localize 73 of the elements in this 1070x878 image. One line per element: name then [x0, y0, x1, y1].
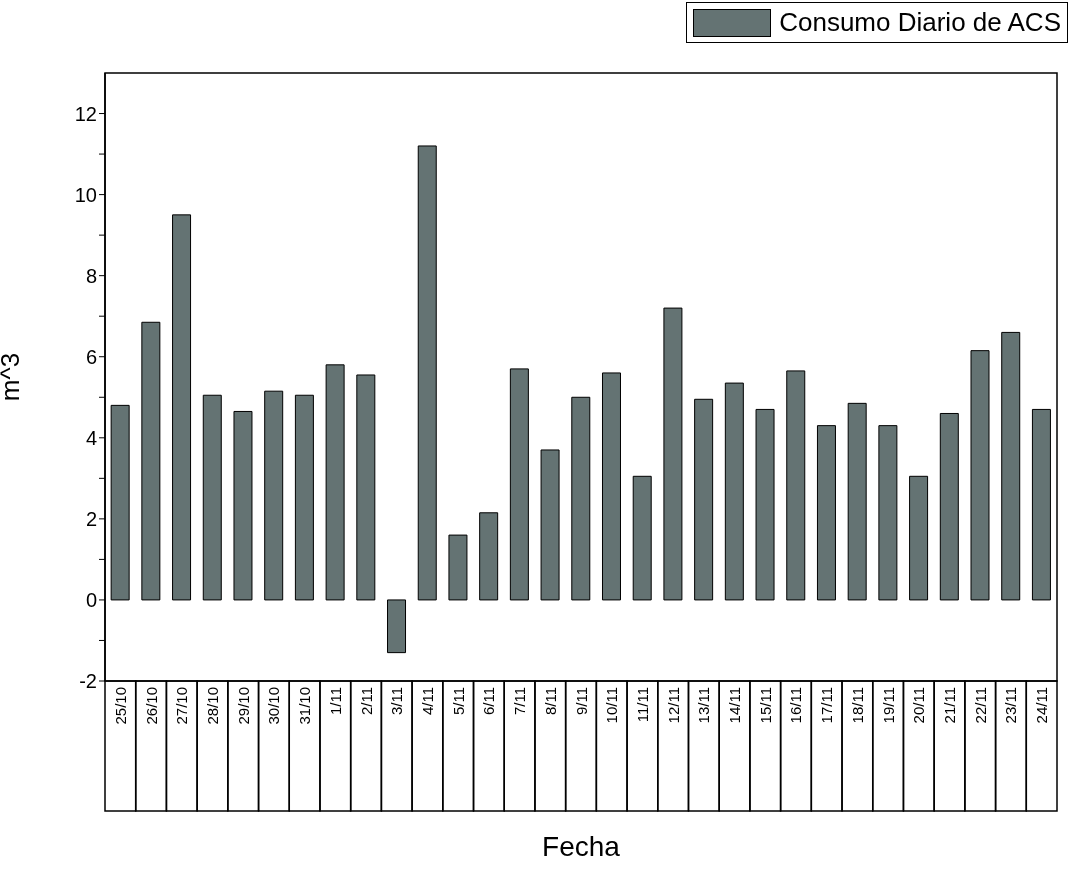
x-tick-label: 7/11	[511, 687, 529, 716]
x-tick-label: 13/11	[695, 687, 713, 724]
x-tick-label: 21/11	[941, 687, 959, 724]
bar	[878, 425, 898, 601]
y-tick-label: 10	[74, 183, 97, 206]
bar	[786, 370, 806, 601]
bar	[970, 350, 990, 601]
bar	[448, 534, 468, 601]
x-tick-label: 18/11	[848, 687, 866, 724]
bar	[325, 364, 345, 601]
bar	[816, 425, 836, 601]
legend-label: Consumo Diario de ACS	[779, 7, 1061, 38]
y-axis-title: m^3	[0, 352, 26, 402]
bar	[1031, 408, 1051, 601]
y-tick-label: 6	[85, 345, 97, 368]
bar	[141, 321, 161, 601]
x-tick-label: 26/10	[142, 687, 160, 725]
bar	[509, 368, 529, 601]
bar	[172, 214, 192, 601]
x-tick-label: 8/11	[541, 687, 559, 716]
x-tick-label: 16/11	[787, 687, 805, 724]
bar	[663, 307, 683, 601]
bar	[847, 402, 867, 601]
bar	[602, 372, 621, 601]
bar	[724, 382, 744, 601]
x-tick-label: 19/11	[879, 687, 897, 724]
x-tick-label: 25/10	[111, 687, 129, 725]
x-axis-title: Fecha	[542, 831, 621, 862]
x-tick-label: 29/10	[234, 687, 252, 725]
bar	[387, 599, 407, 654]
bar	[202, 394, 222, 601]
y-tick-label: 2	[85, 507, 97, 530]
bar	[233, 410, 253, 601]
x-tick-label: 5/11	[449, 687, 467, 716]
x-tick-label: 11/11	[633, 687, 651, 723]
bar	[571, 396, 591, 601]
x-tick-label: 12/11	[664, 687, 682, 724]
x-tick-label: 4/11	[418, 687, 436, 716]
x-tick-label: 15/11	[756, 687, 774, 724]
x-tick-label: 27/10	[173, 687, 191, 725]
bar	[755, 408, 775, 601]
x-tick-label: 24/11	[1033, 687, 1051, 724]
x-tick-label: 20/11	[910, 687, 928, 724]
bar	[939, 412, 959, 601]
x-tick-label: 10/11	[603, 687, 621, 724]
y-tick-label: 4	[85, 426, 97, 449]
x-tick-label: 30/10	[265, 687, 283, 725]
bar	[294, 394, 314, 601]
bar	[479, 512, 499, 601]
x-tick-label: 6/11	[480, 687, 498, 716]
x-tick-label: 1/11	[326, 687, 344, 716]
bar	[540, 449, 560, 601]
x-tick-label: 22/11	[971, 687, 989, 724]
bar	[909, 475, 929, 601]
x-tick-label: 28/10	[203, 687, 221, 725]
bar	[110, 404, 130, 601]
y-tick-label: 0	[85, 589, 97, 612]
x-tick-label: 9/11	[572, 687, 590, 716]
y-tick-label: -2	[79, 670, 97, 693]
x-tick-label: 23/11	[1002, 687, 1020, 724]
x-tick-label: 31/10	[296, 687, 314, 725]
bar	[1001, 331, 1021, 601]
x-tick-label: 3/11	[388, 687, 406, 716]
x-tick-label: 2/11	[357, 687, 375, 716]
x-tick-label: 14/11	[726, 687, 744, 724]
bar	[632, 475, 652, 601]
bar	[694, 398, 714, 601]
y-tick-label: 12	[74, 102, 97, 125]
x-tick-label: 17/11	[818, 687, 836, 724]
bar	[417, 145, 437, 601]
bar	[356, 374, 376, 601]
bar	[264, 390, 284, 601]
y-tick-label: 8	[85, 264, 97, 287]
